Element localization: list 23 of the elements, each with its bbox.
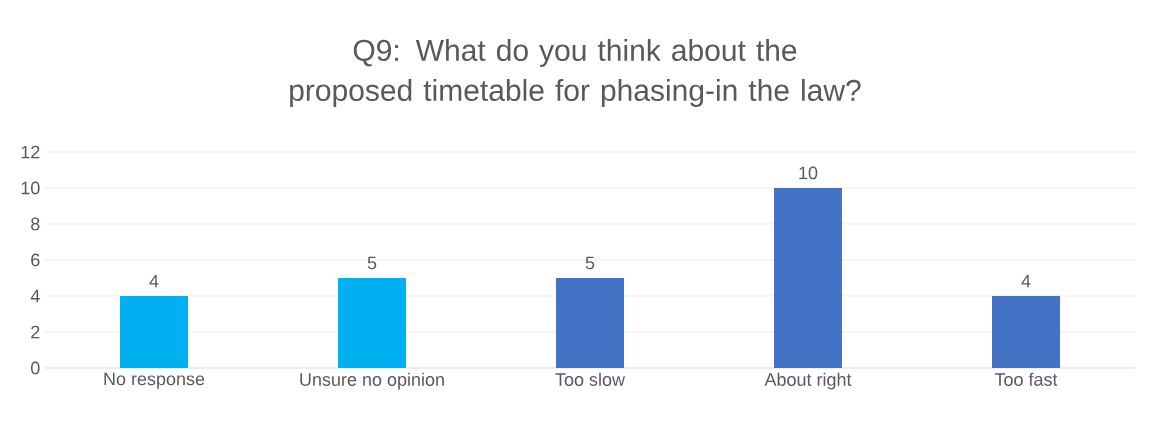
data-label: 4 bbox=[1021, 274, 1031, 288]
bar bbox=[120, 295, 188, 368]
bar bbox=[338, 277, 406, 368]
x-tick-label: Too fast bbox=[994, 372, 1058, 386]
bar bbox=[774, 187, 842, 368]
x-tick-label: Too slow bbox=[555, 372, 626, 386]
y-tick-label: 10 bbox=[21, 181, 40, 195]
x-tick-label: About right bbox=[764, 372, 852, 390]
y-tick-label: 8 bbox=[31, 217, 40, 231]
x-tick-label: No response bbox=[104, 372, 205, 389]
data-label: 10 bbox=[799, 166, 818, 180]
data-label: 4 bbox=[149, 274, 159, 288]
y-tick-label: 4 bbox=[30, 289, 40, 303]
y-tick-label: 6 bbox=[31, 253, 40, 267]
bar bbox=[992, 295, 1060, 368]
y-tick-label: 0 bbox=[31, 361, 40, 375]
y-tick-label: 12 bbox=[21, 145, 40, 159]
chart-title: Q9: What do you think about the proposed timetable for phasing-in the law? bbox=[290, 39, 861, 107]
data-label: 5 bbox=[367, 256, 377, 270]
bar bbox=[556, 277, 624, 368]
x-tick-label: Unsure no opinion bbox=[300, 372, 444, 390]
y-tick-label: 2 bbox=[31, 325, 40, 339]
data-label: 5 bbox=[585, 256, 595, 270]
